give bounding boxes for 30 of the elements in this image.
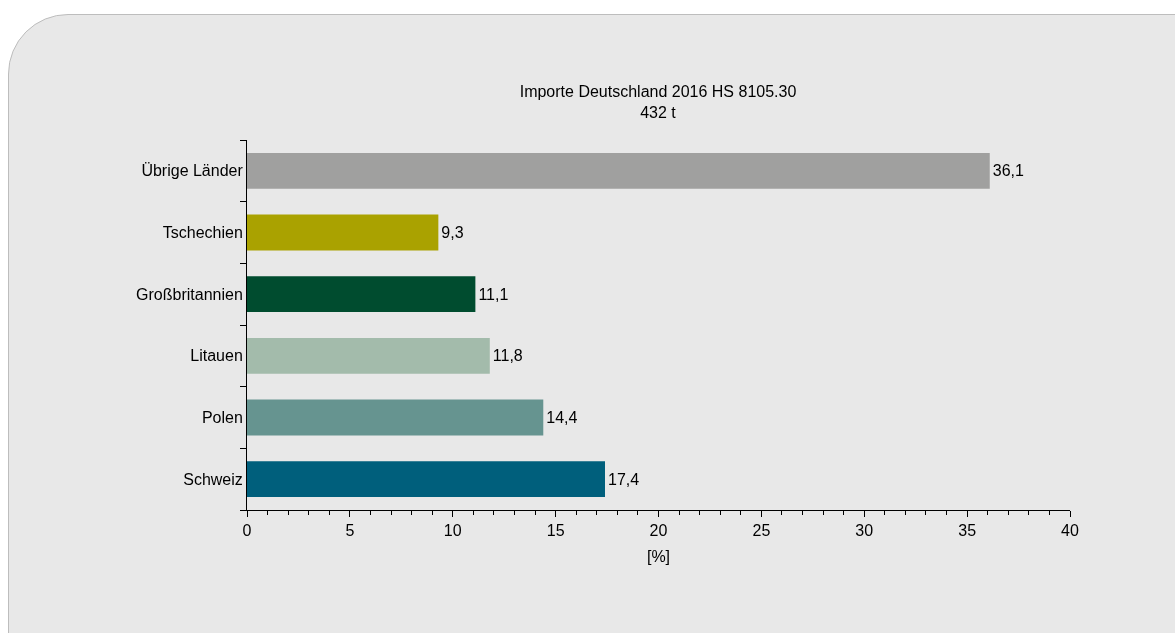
x-tick-label: 25 — [752, 522, 771, 540]
bar — [247, 399, 544, 436]
chart-title: Importe Deutschland 2016 HS 8105.30 — [519, 83, 797, 100]
chart-subtitle: 432 t — [640, 103, 677, 121]
x-tick-label: 35 — [958, 522, 977, 540]
x-tick-label: 0 — [242, 522, 252, 540]
data-label: 11,1 — [478, 285, 509, 303]
y-tick-label: Litauen — [190, 347, 243, 365]
x-tick-label: 40 — [1061, 522, 1079, 540]
bar — [247, 276, 476, 313]
bar — [247, 461, 605, 498]
x-tick-label: 5 — [345, 522, 355, 540]
bar — [247, 337, 490, 374]
y-tick-label: Großbritannien — [136, 285, 243, 303]
y-tick-label: Übrige Länder — [141, 162, 244, 180]
x-axis-title: [%] — [646, 547, 671, 565]
y-tick-label: Schweiz — [183, 470, 243, 488]
bar — [247, 214, 439, 251]
y-tick-label: Polen — [201, 409, 243, 427]
x-tick-label: 30 — [855, 522, 874, 540]
data-label: 36,1 — [992, 162, 1024, 180]
data-label: 9,3 — [441, 224, 464, 241]
data-label: 17,4 — [608, 470, 640, 488]
data-label: 11,8 — [492, 347, 523, 365]
x-tick-label: 15 — [546, 522, 565, 540]
x-tick-label: 10 — [443, 522, 462, 540]
x-tick-label: 20 — [649, 522, 668, 540]
y-tick-label: Tschechien — [162, 224, 243, 242]
bar — [247, 152, 990, 189]
data-label: 14,4 — [546, 409, 578, 426]
